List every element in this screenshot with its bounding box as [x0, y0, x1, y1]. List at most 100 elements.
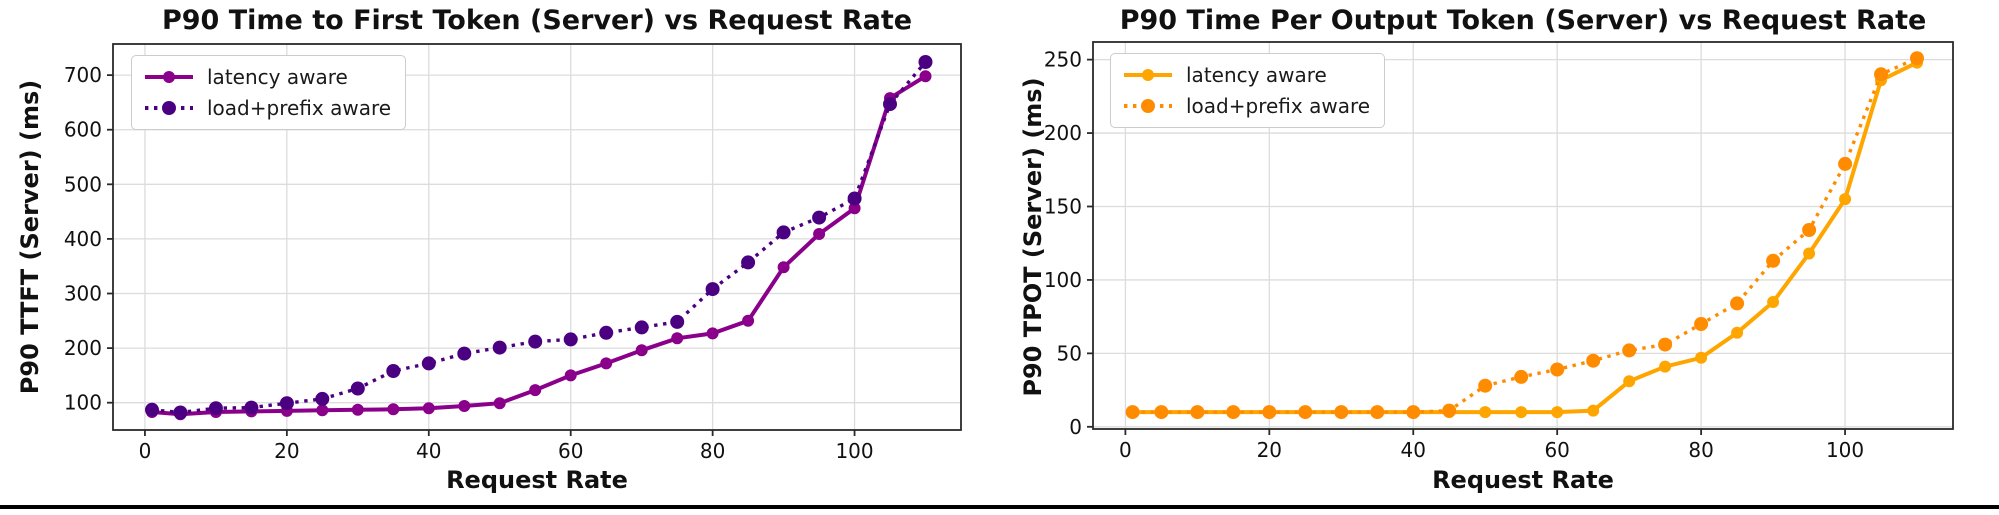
data-point [742, 314, 755, 327]
tpot-chart: P90 Time Per Output Token (Server) vs Re… [999, 0, 1999, 505]
y-tick-label: 600 [64, 118, 102, 142]
data-point [919, 70, 932, 83]
data-point [1514, 369, 1529, 384]
data-point [1659, 360, 1672, 373]
data-point [1586, 353, 1601, 368]
data-point [1370, 405, 1385, 420]
data-point [492, 340, 507, 355]
data-point [634, 320, 649, 335]
x-tick-label: 0 [139, 439, 152, 463]
legend: latency aware load+prefix aware [1110, 53, 1386, 128]
data-point [813, 228, 826, 240]
chart-title-ttft: P90 Time to First Token (Server) vs Requ… [161, 5, 913, 36]
x-axis-label-ttft: Request Rate [446, 466, 628, 494]
legend-label: load+prefix aware [1186, 94, 1371, 118]
data-point [1587, 404, 1600, 417]
y-tick-label: 100 [1044, 268, 1082, 292]
y-tick-label: 250 [1044, 48, 1082, 72]
legend-label: latency aware [207, 65, 348, 89]
y-tick-label: 150 [1044, 194, 1082, 218]
data-point [564, 369, 577, 382]
y-tick-label: 50 [1057, 341, 1082, 365]
data-point [1803, 247, 1816, 260]
data-point [670, 314, 685, 329]
data-point [1479, 406, 1492, 419]
data-point [812, 210, 827, 225]
data-point [705, 282, 720, 297]
data-point [1478, 378, 1493, 393]
data-point [528, 334, 543, 349]
data-point [422, 402, 435, 415]
legend-line-sample-solid [145, 71, 193, 83]
data-point [848, 202, 861, 215]
data-point [457, 346, 472, 361]
data-point [316, 404, 329, 417]
data-point [458, 400, 471, 412]
data-point [1515, 406, 1528, 419]
data-point [1838, 156, 1853, 171]
data-point [1550, 362, 1565, 377]
legend-item: latency aware [1122, 63, 1370, 87]
data-point [600, 357, 613, 370]
data-point [279, 396, 294, 411]
x-tick-label: 20 [1257, 438, 1282, 462]
data-point [1190, 405, 1205, 420]
data-point [1839, 193, 1852, 206]
y-tick-label: 700 [64, 63, 102, 87]
data-point [173, 405, 188, 420]
legend-marker [1141, 99, 1155, 113]
data-point [351, 403, 364, 416]
data-point [1154, 405, 1169, 420]
data-point [493, 397, 506, 410]
data-point [563, 332, 578, 347]
x-tick-label: 100 [1826, 438, 1864, 462]
x-tick-label: 40 [416, 439, 441, 463]
bottom-divider [0, 505, 1999, 509]
y-tick-label: 200 [1044, 121, 1082, 145]
data-point [350, 381, 365, 396]
legend-item: latency aware [143, 65, 391, 89]
data-point [208, 401, 223, 416]
legend-marker [1142, 69, 1154, 81]
data-point [1695, 351, 1708, 364]
x-tick-label: 40 [1401, 438, 1426, 462]
data-point [1226, 405, 1241, 420]
y-tick-label: 300 [64, 282, 102, 306]
legend-item: load+prefix aware [1122, 94, 1370, 118]
ttft-chart: P90 Time to First Token (Server) vs Requ… [0, 0, 1000, 505]
data-point [1766, 253, 1781, 268]
data-point [1125, 405, 1140, 420]
legend-label: load+prefix aware [207, 96, 392, 120]
data-point [599, 325, 614, 340]
y-tick-label: 0 [1069, 415, 1082, 439]
data-point [1874, 67, 1888, 82]
data-point [145, 402, 159, 417]
data-point [1910, 51, 1924, 66]
data-point [1767, 296, 1780, 308]
data-point [671, 332, 684, 345]
y-tick-label: 500 [64, 172, 102, 196]
axes-frame [1092, 41, 1954, 430]
data-point [1658, 337, 1673, 352]
data-point [741, 255, 756, 270]
data-point [421, 356, 436, 371]
legend-marker [162, 101, 176, 115]
data-point [1802, 223, 1817, 237]
axes-frame [112, 43, 962, 431]
data-point [776, 225, 791, 240]
x-tick-label: 60 [1544, 438, 1569, 462]
data-point [1694, 317, 1709, 331]
data-point [244, 400, 259, 415]
data-point [1406, 405, 1421, 420]
legend-line-sample-dotted [145, 101, 193, 115]
data-point [777, 261, 790, 274]
x-tick-label: 60 [558, 439, 583, 463]
y-tick-label: 100 [64, 391, 102, 415]
x-tick-label: 100 [835, 439, 873, 463]
data-point [1730, 296, 1745, 311]
chart-title-tpot: P90 Time Per Output Token (Server) vs Re… [1119, 5, 1927, 36]
y-tick-label: 400 [64, 227, 102, 251]
data-point [1262, 405, 1277, 420]
data-point [1622, 343, 1637, 358]
data-point [635, 344, 648, 357]
